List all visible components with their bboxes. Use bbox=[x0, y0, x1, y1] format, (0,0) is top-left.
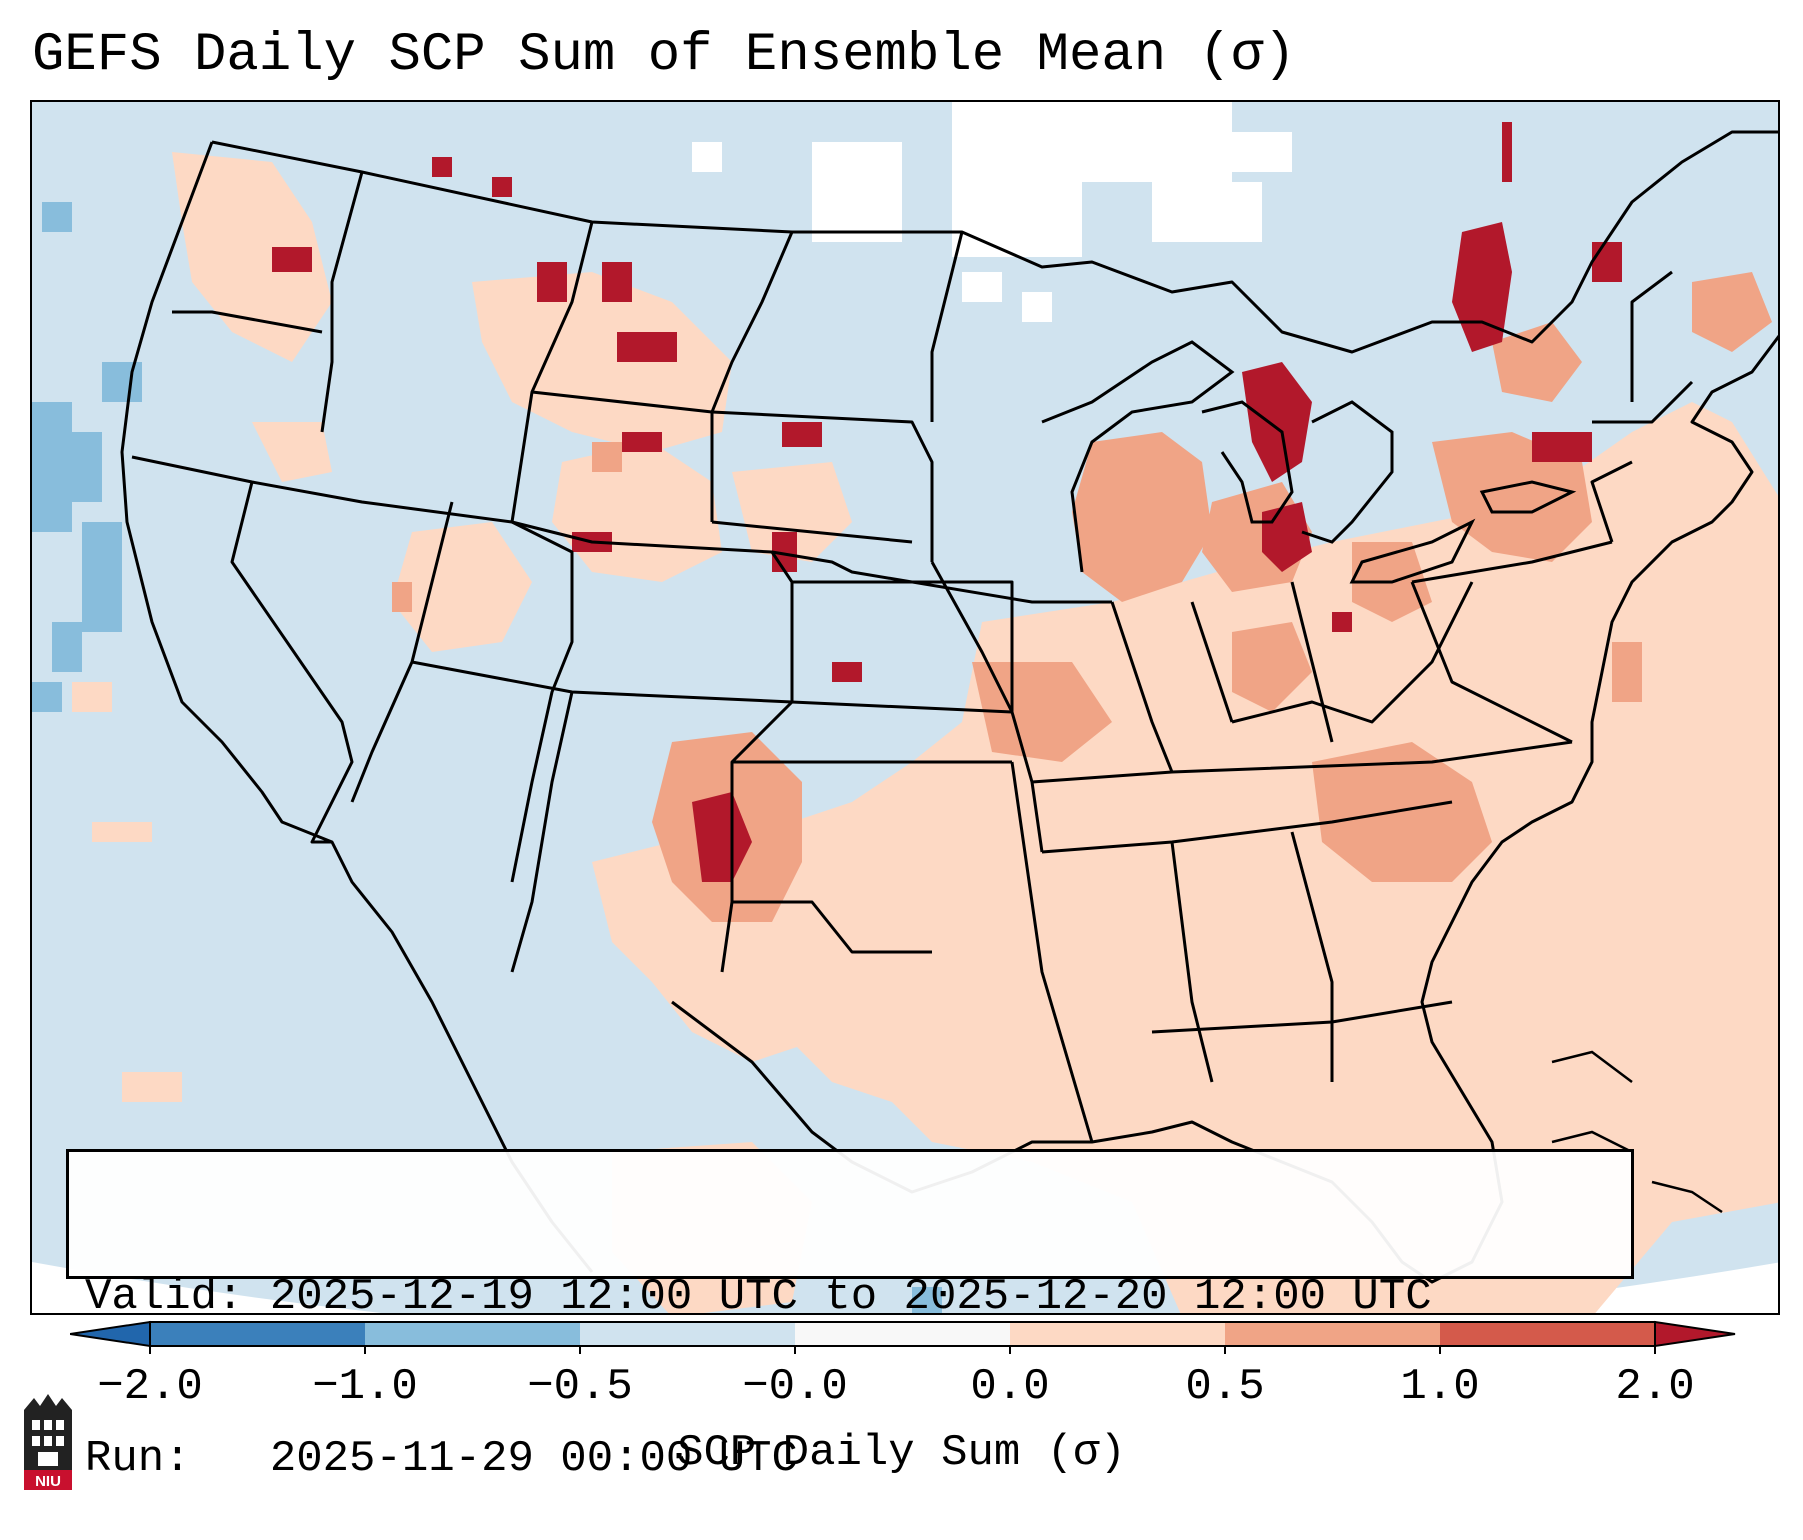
colorbar-outline bbox=[149, 1321, 1656, 1347]
valid-run-info-box: Valid: 2025-12-19 12:00 UTC to 2025-12-2… bbox=[66, 1149, 1634, 1484]
caribbean-islands bbox=[1551, 1050, 1723, 1214]
logo-text: NIU bbox=[35, 1473, 61, 1490]
colorbar-tick-label: −1.0 bbox=[312, 1362, 418, 1412]
great-lakes bbox=[1041, 340, 1577, 584]
positive-high-regions bbox=[272, 122, 1622, 882]
colorbar-tick-label: 1.0 bbox=[1400, 1362, 1480, 1412]
valid-label: Valid: bbox=[85, 1272, 244, 1322]
valid-value: 2025-12-19 12:00 UTC to 2025-12-20 12:00… bbox=[269, 1272, 1432, 1322]
valid-line: Valid: 2025-12-19 12:00 UTC to 2025-12-2… bbox=[85, 1270, 1631, 1324]
gulf-coast bbox=[671, 334, 1778, 1284]
colorbar-tick-label: −0.5 bbox=[527, 1362, 633, 1412]
map-panel bbox=[30, 100, 1780, 1315]
colorbar-tick-label: 0.0 bbox=[970, 1362, 1050, 1412]
colorbar-tick-label: −2.0 bbox=[97, 1362, 203, 1412]
colorbar-extend-low bbox=[70, 1320, 151, 1348]
colorbar-segment-2 bbox=[365, 1322, 580, 1346]
colorbar bbox=[70, 1320, 1736, 1354]
colorbar-tick-label: 0.5 bbox=[1185, 1362, 1265, 1412]
run-label: Run: bbox=[85, 1434, 191, 1484]
colorbar-tick-label: 2.0 bbox=[1615, 1362, 1695, 1412]
colorbar-segment-7 bbox=[1440, 1322, 1655, 1346]
colorbar-extend-high bbox=[1654, 1320, 1736, 1348]
state-boundaries bbox=[120, 130, 1778, 1284]
colorbar-segment-3 bbox=[580, 1322, 795, 1346]
colorbar-segment-5 bbox=[1010, 1322, 1225, 1346]
colorbar-segment-6 bbox=[1225, 1322, 1440, 1346]
colorbar-segment-4 bbox=[795, 1322, 1010, 1346]
run-line: Run: 2025-11-29 00:00 UTC bbox=[85, 1432, 1631, 1486]
canada-border bbox=[211, 130, 1778, 354]
colorbar-label: SCP Daily Sum (σ) bbox=[677, 1428, 1126, 1478]
colorbar-segment-1 bbox=[150, 1322, 365, 1346]
west-coast bbox=[120, 141, 594, 1273]
chart-title: GEFS Daily SCP Sum of Ensemble Mean (σ) bbox=[32, 25, 1296, 86]
niu-logo-icon: NIU bbox=[24, 1394, 72, 1490]
neutral-patches bbox=[692, 102, 1292, 322]
scp-anomaly-map bbox=[32, 102, 1778, 1313]
run-value: 2025-11-29 00:00 UTC bbox=[269, 1434, 798, 1484]
colorbar-ticks bbox=[149, 1346, 1656, 1354]
colorbar-tick-label: −0.0 bbox=[742, 1362, 848, 1412]
